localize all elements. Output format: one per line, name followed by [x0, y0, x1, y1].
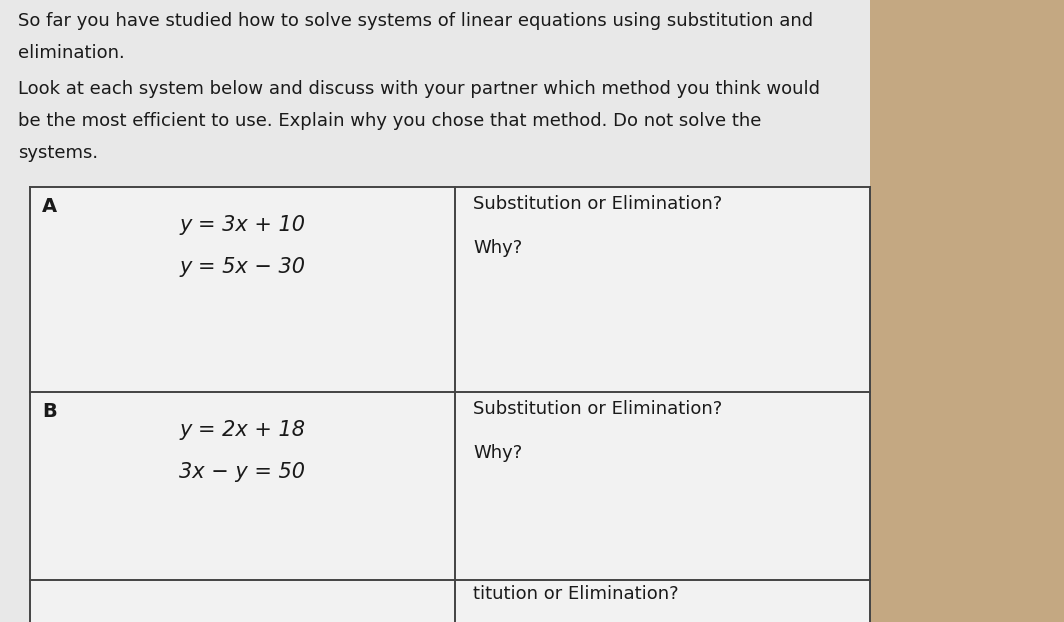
Text: So far you have studied how to solve systems of linear equations using substitut: So far you have studied how to solve sys… — [18, 12, 813, 30]
Text: Substitution or Elimination?: Substitution or Elimination? — [473, 195, 722, 213]
Text: 3x − y = 50: 3x − y = 50 — [180, 462, 305, 482]
Text: be the most efficient to use. Explain why you chose that method. Do not solve th: be the most efficient to use. Explain wh… — [18, 112, 762, 130]
Text: systems.: systems. — [18, 144, 98, 162]
Text: A: A — [41, 197, 57, 216]
Text: Why?: Why? — [473, 444, 522, 462]
Text: y = 5x − 30: y = 5x − 30 — [180, 257, 305, 277]
FancyBboxPatch shape — [30, 187, 870, 622]
Text: B: B — [41, 402, 56, 421]
Text: elimination.: elimination. — [18, 44, 124, 62]
Text: Why?: Why? — [473, 239, 522, 257]
Text: Look at each system below and discuss with your partner which method you think w: Look at each system below and discuss wi… — [18, 80, 820, 98]
Text: y = 2x + 18: y = 2x + 18 — [180, 420, 305, 440]
Text: titution or Elimination?: titution or Elimination? — [473, 585, 679, 603]
FancyBboxPatch shape — [870, 0, 1064, 622]
Text: y = 3x + 10: y = 3x + 10 — [180, 215, 305, 235]
Text: Substitution or Elimination?: Substitution or Elimination? — [473, 400, 722, 418]
